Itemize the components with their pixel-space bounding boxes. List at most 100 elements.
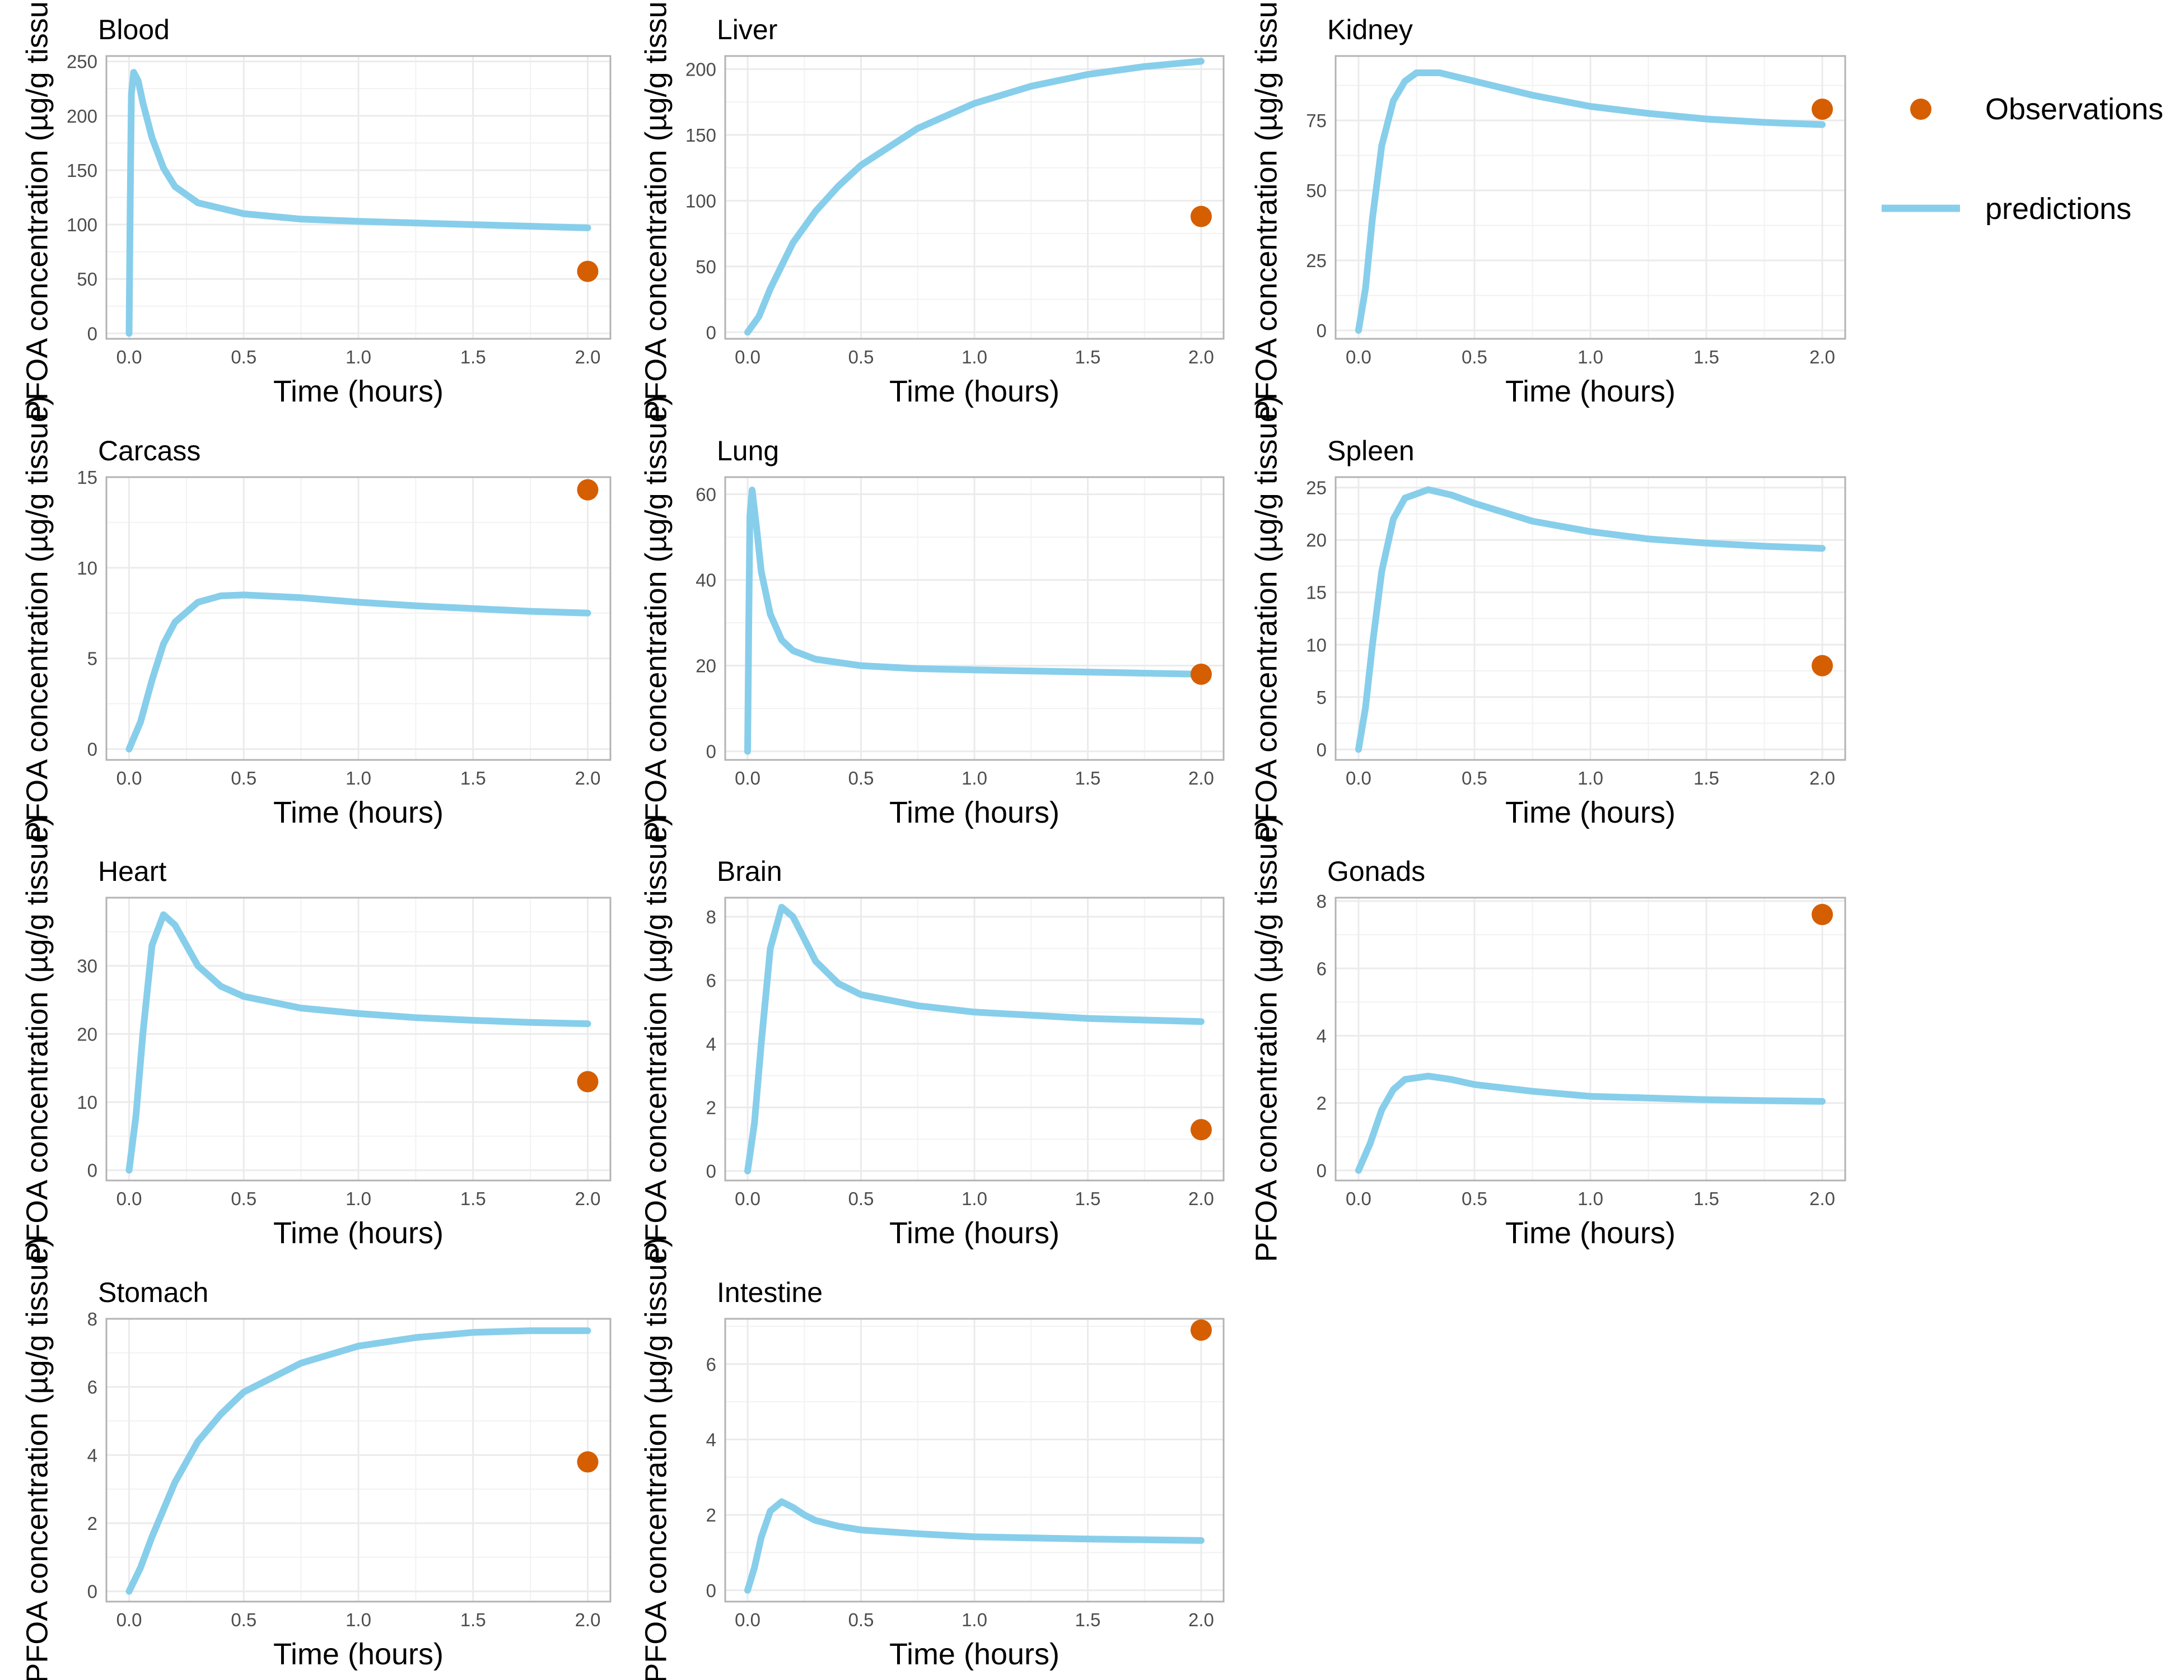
y-tick-label: 30 xyxy=(77,956,97,977)
x-tick-label: 2.0 xyxy=(575,347,601,367)
y-tick-label: 15 xyxy=(1306,582,1327,603)
panel-title: Brain xyxy=(717,856,782,887)
x-tick-label: 0.5 xyxy=(231,1188,256,1209)
x-tick-label: 1.0 xyxy=(1578,347,1603,367)
panel-border xyxy=(105,897,612,1182)
x-axis-title: Time (hours) xyxy=(889,1637,1060,1671)
observation-point xyxy=(1812,99,1833,120)
prediction-line xyxy=(1355,1072,1826,1174)
y-tick-label: 20 xyxy=(696,656,716,676)
observation-point xyxy=(577,479,599,501)
x-tick-label: 1.5 xyxy=(460,347,486,367)
x-axis-title: Time (hours) xyxy=(889,375,1060,408)
observation-point xyxy=(577,1451,599,1473)
y-tick-label: 10 xyxy=(1306,634,1327,655)
prediction-line xyxy=(744,58,1205,336)
x-tick-label: 0.0 xyxy=(1346,1188,1371,1209)
x-tick-label: 0.5 xyxy=(1462,768,1487,788)
x-tick-label: 0.0 xyxy=(735,768,760,788)
panel-title: Kidney xyxy=(1327,14,1413,45)
y-tick-label: 75 xyxy=(1306,110,1327,131)
panel-border xyxy=(724,897,1225,1182)
y-tick-label: 6 xyxy=(87,1377,97,1398)
y-tick-label: 4 xyxy=(1317,1025,1327,1046)
x-tick-label: 0.5 xyxy=(848,768,874,788)
x-tick-label: 1.0 xyxy=(962,1188,987,1209)
x-tick-label: 1.0 xyxy=(346,347,371,367)
x-tick-label: 2.0 xyxy=(1188,1609,1214,1630)
panel-border xyxy=(1334,55,1846,340)
y-tick-label: 25 xyxy=(1306,250,1327,271)
x-tick-label: 0.0 xyxy=(1346,347,1371,367)
x-tick-label: 2.0 xyxy=(575,768,601,788)
y-tick-label: 8 xyxy=(1317,891,1327,912)
observation-point xyxy=(577,1071,599,1093)
x-tick-label: 1.0 xyxy=(962,1609,987,1630)
y-tick-label: 50 xyxy=(77,269,97,290)
panel-heart: 0.0 0.5 1.0 1.5 2.0 0 10 20 30 Heart Time (hours) P… xyxy=(20,816,612,1262)
panel-border xyxy=(724,1318,1225,1603)
panel-title: Carcass xyxy=(98,435,200,466)
x-axis-title: Time (hours) xyxy=(273,375,444,408)
x-axis-title: Time (hours) xyxy=(1505,796,1676,829)
y-tick-label: 150 xyxy=(685,125,716,146)
y-axis-title: PFOA concentration (µg/g tissue) xyxy=(1249,0,1283,421)
y-tick-label: 6 xyxy=(1317,958,1327,979)
y-axis-title: PFOA concentration (µg/g tissue) xyxy=(639,395,673,841)
x-tick-label: 0.5 xyxy=(231,768,256,788)
panel-border xyxy=(724,55,1225,340)
x-tick-label: 1.0 xyxy=(962,768,987,788)
panel-title: Liver xyxy=(717,14,777,45)
panel-border xyxy=(105,1318,612,1603)
y-tick-label: 6 xyxy=(706,1354,716,1375)
y-tick-label: 5 xyxy=(1317,687,1327,708)
prediction-line xyxy=(744,1498,1205,1594)
panel-title: Lung xyxy=(717,435,779,466)
y-axis-title: PFOA concentration (µg/g tissue) xyxy=(20,395,54,841)
x-tick-label: 1.0 xyxy=(346,1188,371,1209)
y-axis-title: PFOA concentration (µg/g tissue) xyxy=(639,0,673,421)
observation-point xyxy=(577,260,599,282)
x-tick-label: 0.5 xyxy=(848,1188,874,1209)
y-axis-title: PFOA concentration (µg/g tissue) xyxy=(20,1237,54,1680)
y-axis-title: PFOA concentration (µg/g tissue) xyxy=(1249,816,1283,1262)
x-tick-label: 0.0 xyxy=(1346,768,1371,788)
y-tick-label: 100 xyxy=(67,214,97,235)
x-axis-title: Time (hours) xyxy=(889,1216,1060,1250)
panel-border xyxy=(1334,897,1846,1182)
prediction-line xyxy=(125,911,591,1174)
x-tick-label: 2.0 xyxy=(1809,347,1835,367)
y-axis-title: PFOA concentration (µg/g tissue) xyxy=(639,816,673,1262)
x-axis-title: Time (hours) xyxy=(889,796,1060,829)
legend: Observations predictions xyxy=(1882,92,2163,226)
y-tick-label: 0 xyxy=(87,739,97,760)
x-tick-label: 1.5 xyxy=(1075,347,1101,367)
prediction-line xyxy=(1355,486,1826,753)
x-tick-label: 0.5 xyxy=(1462,347,1487,367)
y-tick-label: 10 xyxy=(77,1092,97,1113)
panel-kidney: 0.0 0.5 1.0 1.5 2.0 0 25 50 75 Kidney Time (hours)… xyxy=(1249,0,1846,421)
x-tick-label: 2.0 xyxy=(1809,768,1835,788)
y-tick-label: 0 xyxy=(706,1161,716,1182)
y-tick-label: 20 xyxy=(1306,530,1327,550)
y-tick-label: 2 xyxy=(706,1505,716,1525)
x-tick-label: 0.0 xyxy=(116,1188,142,1209)
x-tick-label: 2.0 xyxy=(1188,768,1214,788)
x-tick-label: 0.0 xyxy=(735,1188,760,1209)
y-axis-title: PFOA concentration (µg/g tissue) xyxy=(20,0,54,421)
panel-title: Spleen xyxy=(1327,435,1415,466)
y-tick-label: 0 xyxy=(87,1581,97,1602)
x-tick-label: 1.5 xyxy=(1693,1188,1719,1209)
y-tick-label: 250 xyxy=(67,52,97,72)
x-axis-title: Time (hours) xyxy=(273,796,444,829)
y-tick-label: 50 xyxy=(1306,180,1327,201)
y-tick-label: 200 xyxy=(685,59,716,80)
y-tick-label: 2 xyxy=(706,1097,716,1118)
x-axis-title: Time (hours) xyxy=(1505,375,1676,408)
y-tick-label: 2 xyxy=(1317,1093,1327,1114)
